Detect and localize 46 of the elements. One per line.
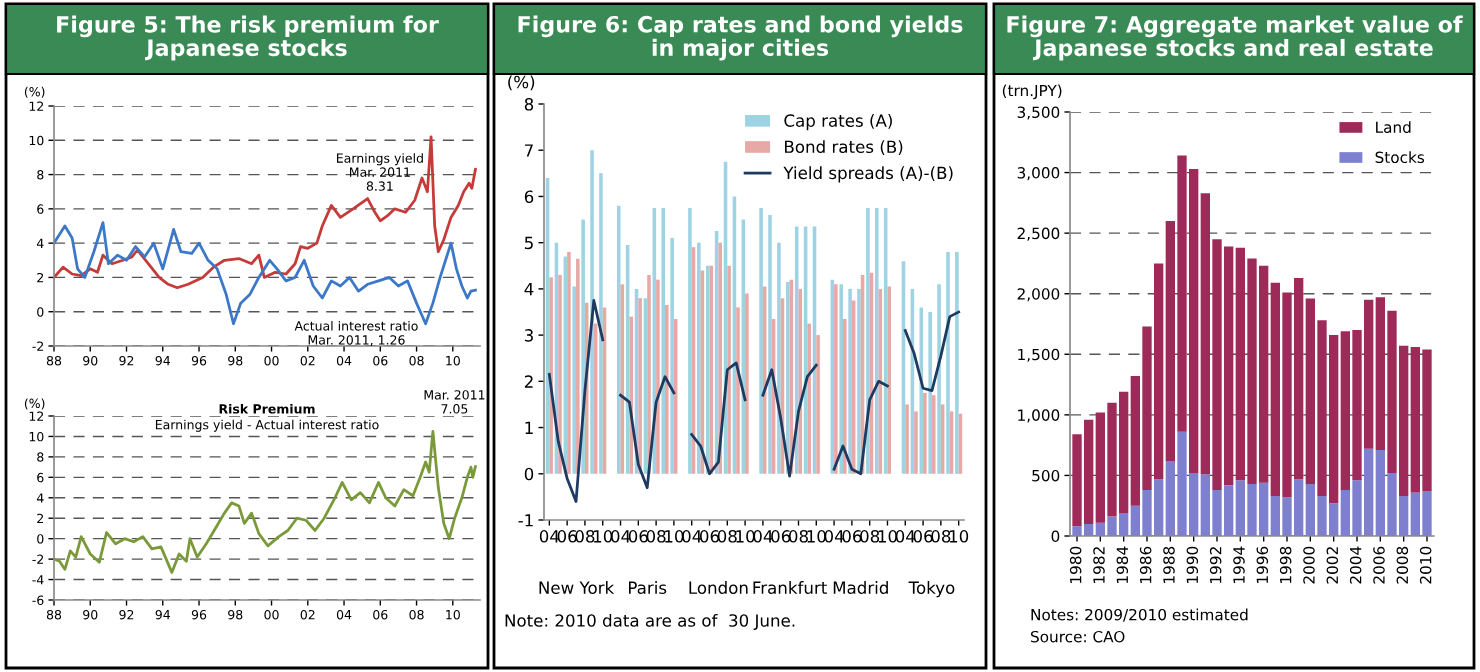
- y-tick-label: 7: [525, 144, 533, 157]
- y-axis-title: (%): [508, 75, 535, 91]
- x-tick-label: 06: [771, 530, 791, 543]
- y-tick-label: 8: [524, 97, 534, 111]
- x-tick-label: 06: [557, 530, 577, 543]
- x-tick-label: 04: [539, 530, 560, 543]
- text: Paris: [629, 581, 667, 595]
- x-tick-label: 08: [931, 530, 951, 543]
- x-tick-label: 04: [895, 530, 915, 543]
- x-tick-label: 08: [788, 530, 808, 543]
- y-tick-label: 2: [524, 375, 533, 388]
- x-tick-label: 10: [593, 530, 613, 543]
- text: Note: 2010 data are as of 30 June.: [505, 613, 795, 630]
- y-tick-label: 4: [524, 283, 534, 296]
- x-tick-label: 06: [842, 530, 862, 543]
- legend-label: Yield spreads (A)-(B): [783, 166, 953, 183]
- text: Frankfurt: [753, 581, 827, 595]
- x-tick-label: 10: [736, 530, 755, 543]
- x-tick-label: 08: [860, 530, 880, 543]
- legend-label: Cap rates (A): [784, 114, 892, 131]
- x-tick-label: 08: [646, 530, 666, 543]
- x-tick-label: 06: [700, 530, 720, 543]
- text: New York: [539, 581, 615, 595]
- line-series: [54, 429, 477, 574]
- chart-title: Figure 7: Aggregate market value of Japanese stocks and real estate: [1007, 15, 1463, 61]
- text: Madrid: [833, 581, 888, 595]
- x-tick-label: 08: [575, 530, 595, 543]
- x-tick-label: 04: [753, 530, 773, 543]
- x-tick-label: 06: [913, 530, 933, 543]
- y-tick-label: 5: [524, 236, 533, 250]
- y-tick-label: -1: [518, 514, 533, 527]
- y-tick-label: 0: [524, 467, 534, 481]
- legend-label: Bond rates (B): [785, 140, 903, 155]
- chart-title: Figure 5: The risk premium for Japanese stocks: [57, 15, 439, 61]
- x-tick-label: 10: [949, 530, 969, 543]
- x-tick-label: 04: [824, 530, 844, 543]
- text: London: [689, 581, 748, 595]
- chart-title: Figure 6: Cap rates and bond yields in major cities: [518, 15, 963, 61]
- x-tick-label: 10: [665, 530, 684, 543]
- y-tick-label: 1: [525, 421, 533, 434]
- x-tick-label: 08: [717, 530, 737, 543]
- y-tick-label: 6: [524, 190, 534, 204]
- x-tick-label: 06: [628, 530, 648, 543]
- y-tick-label: 3: [524, 329, 533, 342]
- text: Tokyo: [908, 581, 955, 598]
- line-series: [54, 135, 477, 290]
